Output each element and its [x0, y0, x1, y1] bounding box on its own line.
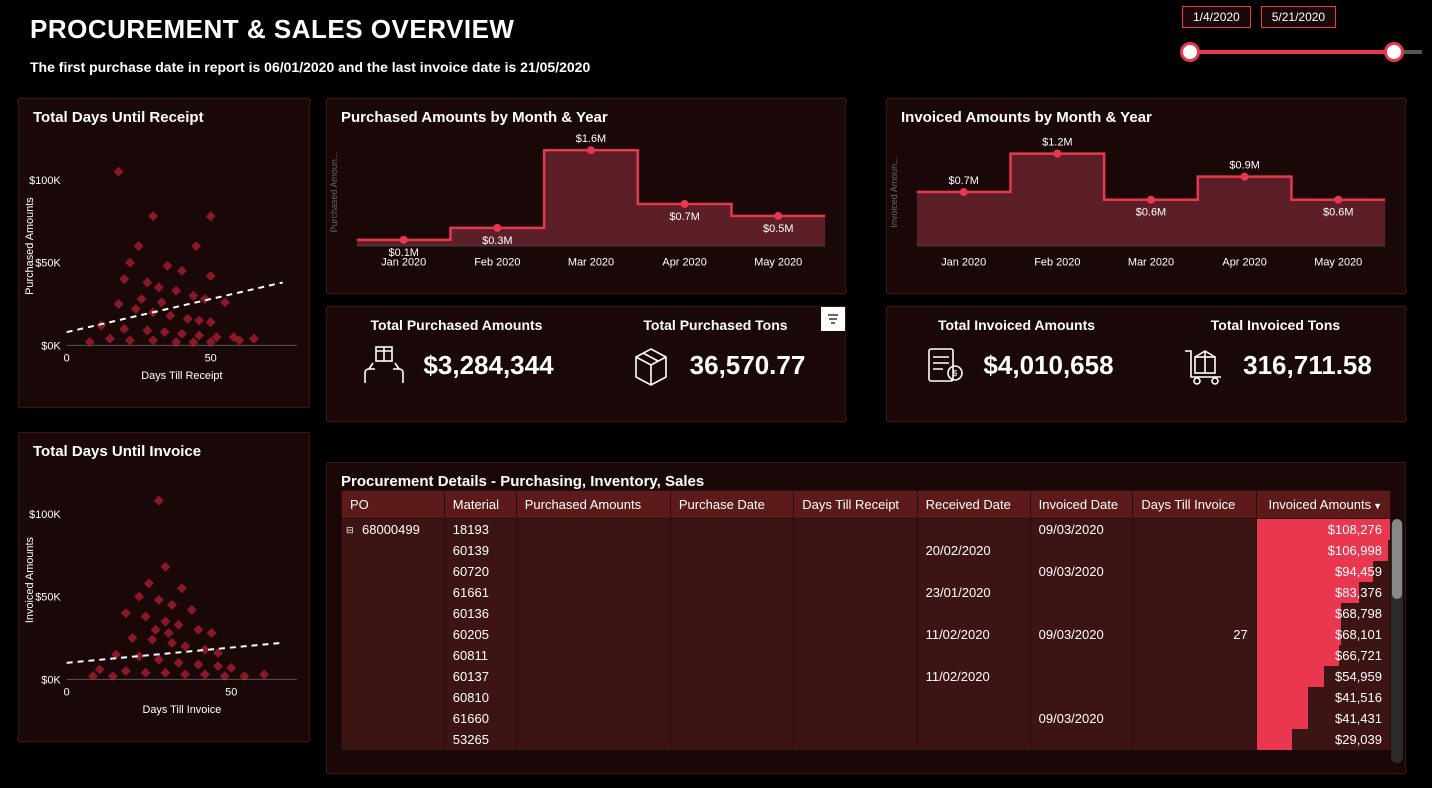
table-row[interactable]: 53265$29,039: [342, 729, 1391, 750]
svg-text:$0.7M: $0.7M: [669, 211, 699, 223]
kpi-invoiced-card[interactable]: Total Invoiced Amounts $ $4,010,658 Tota…: [886, 306, 1406, 422]
svg-text:Mar 2020: Mar 2020: [1128, 257, 1174, 269]
svg-text:Purchased Amounts: Purchased Amounts: [24, 197, 36, 295]
svg-text:Jan 2020: Jan 2020: [941, 257, 986, 269]
table-row[interactable]: 60811$66,721: [342, 645, 1391, 666]
svg-text:Feb 2020: Feb 2020: [1034, 257, 1080, 269]
scatter-receipt-title: Total Days Until Receipt: [19, 99, 309, 126]
table-header[interactable]: Days Till Invoice: [1133, 491, 1256, 519]
date-end-box[interactable]: 5/21/2020: [1261, 6, 1336, 28]
svg-text:$0.6M: $0.6M: [1136, 207, 1166, 219]
svg-text:Invoiced Amoun...: Invoiced Amoun...: [889, 156, 899, 227]
step-invoiced-title: Invoiced Amounts by Month & Year: [887, 99, 1405, 126]
table-row[interactable]: 6072009/03/2020$94,459: [342, 561, 1391, 582]
table-scrollbar[interactable]: [1391, 519, 1403, 763]
table-row[interactable]: 6013920/02/2020$106,998: [342, 540, 1391, 561]
scatter-invoice-chart: $0K $50K $100K 0 50 Days Till Invoice Invoiced…: [19, 460, 309, 720]
table-header[interactable]: Invoiced Amounts▼: [1256, 491, 1390, 519]
svg-text:0: 0: [64, 352, 70, 364]
svg-text:$100K: $100K: [29, 509, 61, 521]
svg-text:Invoiced Amounts: Invoiced Amounts: [24, 536, 36, 623]
box-icon: [626, 343, 676, 387]
svg-text:Apr 2020: Apr 2020: [1222, 257, 1266, 269]
kpi-purchased-card[interactable]: Total Purchased Amounts $3,284,344 Total…: [326, 306, 846, 422]
svg-text:$1.2M: $1.2M: [1042, 137, 1072, 149]
procurement-table: POMaterialPurchased AmountsPurchase Date…: [341, 490, 1391, 750]
kpi-purchased-tons-title: Total Purchased Tons: [600, 317, 831, 333]
trolley-icon: [1179, 343, 1229, 387]
table-header[interactable]: Purchased Amounts: [516, 491, 670, 519]
scatter-invoice-card[interactable]: Total Days Until Invoice $0K $50K $100K 0 50…: [18, 432, 310, 742]
table-row[interactable]: 60810$41,516: [342, 687, 1391, 708]
kpi-invoiced-amounts-title: Total Invoiced Amounts: [901, 317, 1132, 333]
invoice-icon: $: [919, 343, 969, 387]
svg-text:Feb 2020: Feb 2020: [474, 257, 520, 269]
svg-text:$50K: $50K: [35, 258, 61, 270]
date-start-box[interactable]: 1/4/2020: [1182, 6, 1251, 28]
table-row[interactable]: 60136$68,798: [342, 603, 1391, 624]
svg-text:$0.6M: $0.6M: [1323, 207, 1353, 219]
table-row[interactable]: 6013711/02/2020$54,959: [342, 666, 1391, 687]
table-row[interactable]: 6020511/02/202009/03/202027$68,101: [342, 624, 1391, 645]
svg-text:Purchased Amoun...: Purchased Amoun...: [329, 152, 339, 233]
svg-text:50: 50: [205, 352, 217, 364]
svg-text:$0K: $0K: [41, 674, 61, 686]
kpi-purchased-amounts-title: Total Purchased Amounts: [341, 317, 572, 333]
table-header[interactable]: Days Till Receipt: [794, 491, 917, 519]
date-range-slicer[interactable]: 1/4/2020 5/21/2020: [1182, 6, 1402, 68]
scatter-receipt-card[interactable]: Total Days Until Receipt $0K $50K $100K 0 50…: [18, 98, 310, 408]
svg-text:$0.7M: $0.7M: [949, 175, 979, 187]
table-header[interactable]: Material: [444, 491, 516, 519]
slider-track: [1182, 50, 1402, 54]
procurement-table-card[interactable]: Procurement Details - Purchasing, Invent…: [326, 462, 1406, 774]
filter-icon: [826, 312, 840, 326]
svg-text:0: 0: [64, 686, 70, 698]
svg-text:$50K: $50K: [35, 592, 61, 604]
filter-button[interactable]: [821, 307, 845, 331]
table-row[interactable]: 6166123/01/2020$83,376: [342, 582, 1391, 603]
kpi-purchased-tons-value: 36,570.77: [690, 350, 806, 381]
step-purchased-title: Purchased Amounts by Month & Year: [327, 99, 845, 126]
svg-text:$100K: $100K: [29, 175, 61, 187]
kpi-purchased-amounts-value: $3,284,344: [423, 350, 553, 381]
table-row[interactable]: ⊟680004991819309/03/2020$108,276: [342, 519, 1391, 541]
kpi-invoiced-amounts-value: $4,010,658: [983, 350, 1113, 381]
svg-text:$1.6M: $1.6M: [576, 133, 606, 145]
slider-handle-start[interactable]: [1180, 42, 1200, 62]
scroll-thumb[interactable]: [1392, 519, 1402, 599]
table-header[interactable]: Purchase Date: [670, 491, 793, 519]
svg-text:Days Till Receipt: Days Till Receipt: [141, 370, 222, 382]
svg-text:Days Till Invoice: Days Till Invoice: [142, 704, 221, 716]
step-invoiced-card[interactable]: Invoiced Amounts by Month & Year $0.7M $1…: [886, 98, 1406, 294]
svg-text:$0.5M: $0.5M: [763, 223, 793, 235]
svg-text:50: 50: [225, 686, 237, 698]
svg-text:$: $: [953, 369, 958, 378]
table-header[interactable]: Invoiced Date: [1030, 491, 1133, 519]
svg-text:Mar 2020: Mar 2020: [568, 257, 614, 269]
table-header[interactable]: Received Date: [917, 491, 1030, 519]
svg-text:$0.3M: $0.3M: [482, 235, 512, 247]
svg-text:Jan 2020: Jan 2020: [381, 257, 426, 269]
scatter-invoice-title: Total Days Until Invoice: [19, 433, 309, 460]
svg-text:May 2020: May 2020: [1314, 257, 1362, 269]
step-purchased-card[interactable]: Purchased Amounts by Month & Year $0.1M$…: [326, 98, 846, 294]
collapse-icon[interactable]: ⊟: [346, 525, 354, 536]
slider-handle-end[interactable]: [1384, 42, 1404, 62]
kpi-invoiced-tons-title: Total Invoiced Tons: [1160, 317, 1391, 333]
package-hands-icon: [359, 343, 409, 387]
step-purchased-chart: $0.1M$0.3M$1.6M$0.7M$0.5MJan 2020Feb 202…: [327, 126, 845, 274]
svg-text:Apr 2020: Apr 2020: [662, 257, 706, 269]
svg-text:May 2020: May 2020: [754, 257, 802, 269]
svg-text:$0K: $0K: [41, 340, 61, 352]
svg-text:$0.9M: $0.9M: [1229, 160, 1259, 172]
kpi-invoiced-tons-value: 316,711.58: [1243, 350, 1372, 381]
table-row[interactable]: 6166009/03/2020$41,431: [342, 708, 1391, 729]
table-header[interactable]: PO: [342, 491, 445, 519]
step-invoiced-chart: $0.7M $1.2M $0.6M $0.9M $0.6M Jan 2020 Feb 202…: [887, 126, 1405, 274]
procurement-table-title: Procurement Details - Purchasing, Invent…: [327, 463, 1405, 490]
scatter-receipt-chart: $0K $50K $100K 0 50 Days Till Receipt Purchase…: [19, 126, 309, 386]
